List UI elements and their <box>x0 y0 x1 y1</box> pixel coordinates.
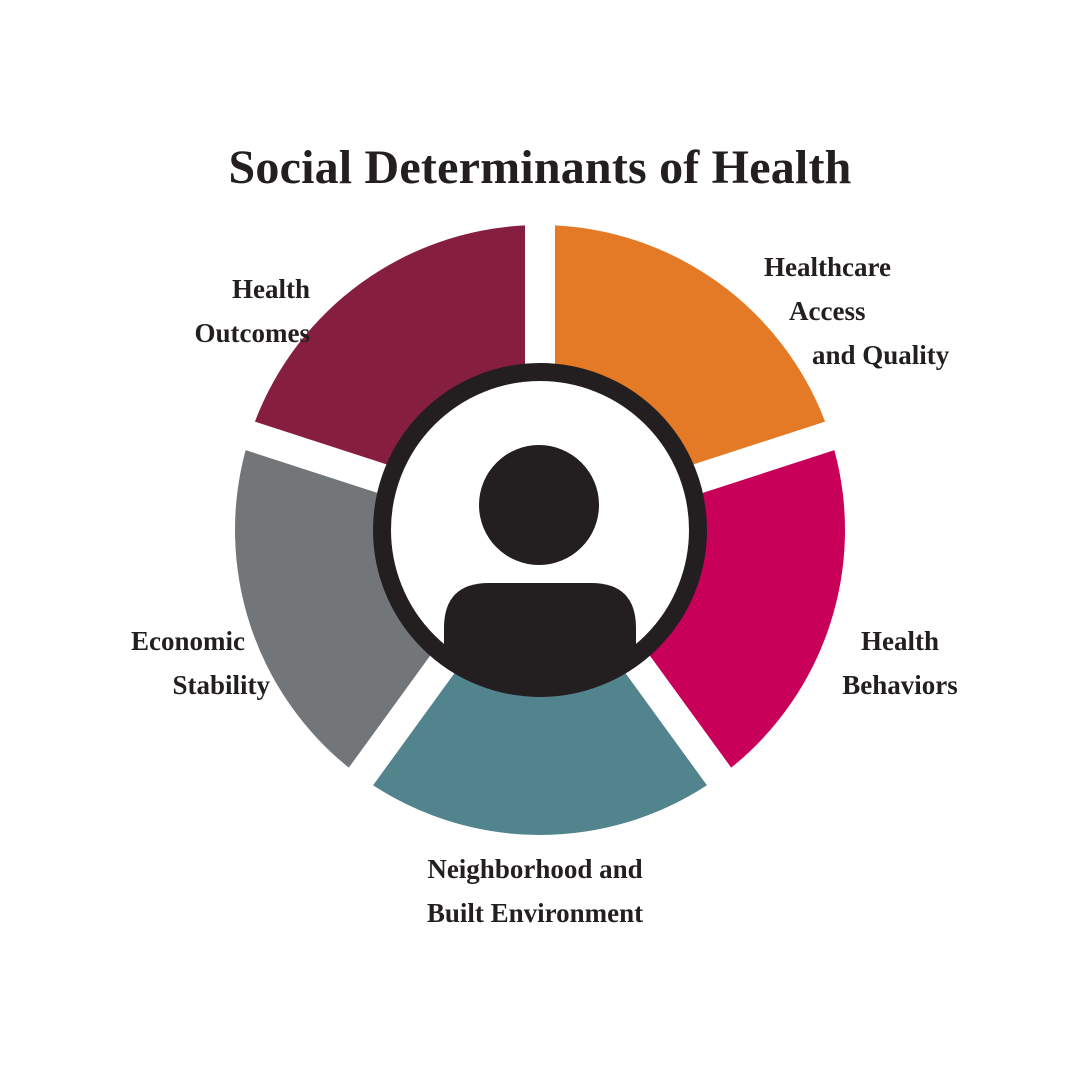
label-line: Healthcare <box>764 252 891 282</box>
label-line: Neighborhood and <box>427 854 643 884</box>
segment-health-outcomes <box>254 225 525 470</box>
label-line: Health <box>861 626 939 656</box>
label-line: Built Environment <box>426 898 644 928</box>
segment-neighborhood <box>373 659 707 835</box>
label-line: Access <box>789 296 866 326</box>
segment-healthcare-access <box>555 225 826 470</box>
label-healthcare-access: Healthcare Access and Quality <box>762 245 1002 377</box>
person-head <box>479 445 599 565</box>
person-body <box>444 583 636 690</box>
label-line: Economic <box>131 626 245 656</box>
label-health-outcomes: Health Outcomes <box>100 267 310 355</box>
label-line: Behaviors <box>842 670 958 700</box>
label-line: Outcomes <box>194 318 310 348</box>
person-icon <box>444 445 636 690</box>
label-economic-stability: Economic Stability <box>90 619 270 707</box>
label-line: Health <box>232 274 310 304</box>
label-line: and Quality <box>812 340 950 370</box>
label-health-behaviors: Health Behaviors <box>820 619 980 707</box>
page-title: Social Determinants of Health <box>228 141 852 194</box>
label-neighborhood: Neighborhood and Built Environment <box>390 847 680 935</box>
label-line: Stability <box>172 670 270 700</box>
